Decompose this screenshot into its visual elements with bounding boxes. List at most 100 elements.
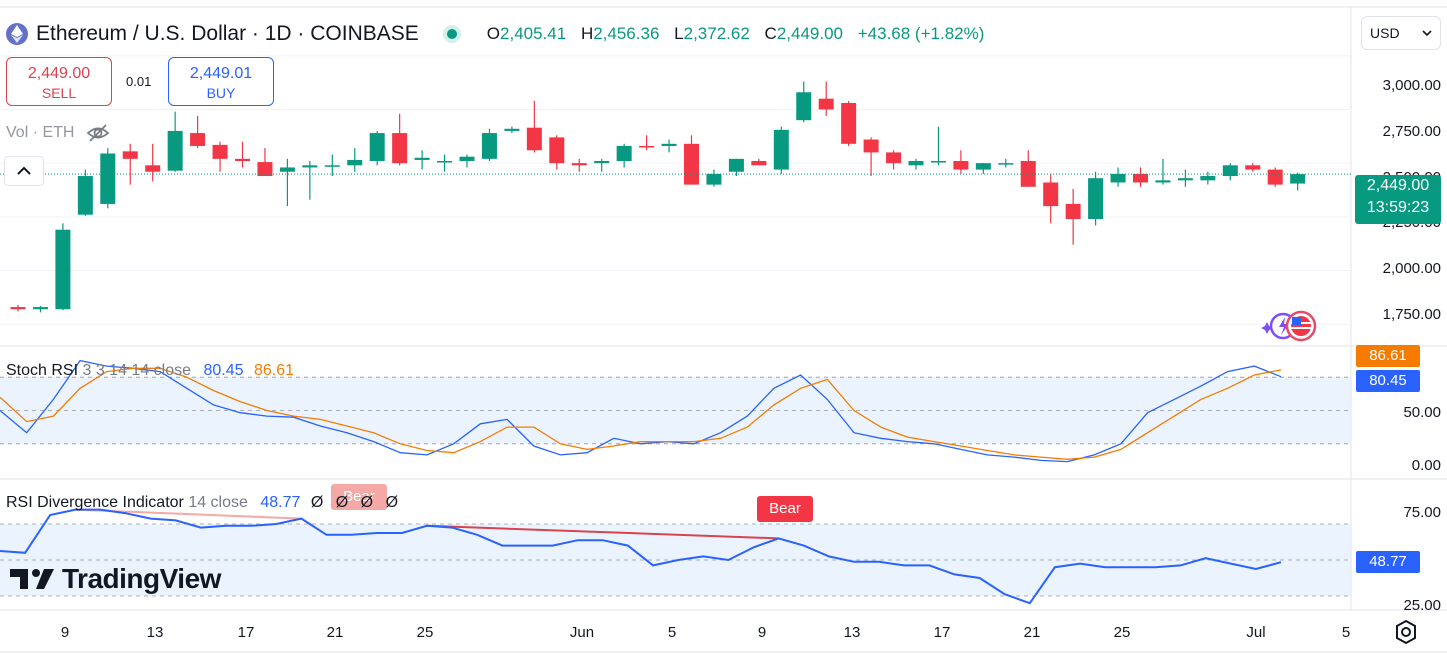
x-tick: 25 <box>416 624 434 641</box>
candle-body <box>392 133 408 164</box>
last-price-value: 2,449.00 <box>1366 177 1430 194</box>
candle-body <box>1065 203 1081 219</box>
candle-body <box>594 161 610 164</box>
collapse-legend-button[interactable] <box>4 156 44 186</box>
candle-body <box>1245 165 1261 170</box>
tradingview-logo-icon <box>10 569 54 589</box>
candle-body <box>459 156 475 161</box>
chevron-down-icon <box>1422 29 1432 36</box>
candle-body <box>661 143 677 146</box>
candle-body <box>1043 182 1059 207</box>
x-tick: Jul <box>1246 624 1266 641</box>
currency-select[interactable]: USD <box>1361 16 1441 50</box>
candlestick-series <box>10 81 1306 313</box>
candle-body <box>930 161 946 163</box>
x-tick: 9 <box>757 624 767 641</box>
change-value: +43.68 (+1.82%) <box>857 24 985 43</box>
spread-value: 0.01 <box>126 74 152 89</box>
x-tick: 17 <box>933 624 951 641</box>
candle-body <box>1020 161 1036 187</box>
candle-body <box>841 103 857 144</box>
x-tick: 13 <box>843 624 861 641</box>
na-value: Ø <box>335 494 349 511</box>
ohlc-readout: O2,405.41 H2,456.36 L2,372.62 C2,449.00 … <box>486 24 985 43</box>
candle-body <box>526 127 542 151</box>
candle-body <box>1177 178 1193 181</box>
candle-body <box>953 161 969 170</box>
buy-button[interactable]: 2,449.01 BUY <box>168 57 274 106</box>
na-value: Ø <box>360 494 374 511</box>
candle-body <box>1222 165 1238 177</box>
candle-body <box>504 128 520 131</box>
candle-body <box>1088 178 1104 219</box>
tradingview-logo[interactable]: TradingView <box>10 563 221 595</box>
close-value: 2,449.00 <box>776 24 843 43</box>
candle-body <box>32 307 48 310</box>
candle-body <box>684 143 699 185</box>
candle-body <box>437 161 453 163</box>
candle-body <box>1290 174 1306 184</box>
stoch-d-line <box>0 367 1282 460</box>
flag-badge-icon <box>1261 310 1317 342</box>
bar-countdown: 13:59:23 <box>1366 199 1430 216</box>
chevron-up-icon <box>17 166 31 175</box>
candle-body <box>728 158 744 172</box>
sell-button[interactable]: 2,449.00 SELL <box>6 57 112 106</box>
x-tick: 5 <box>667 624 677 641</box>
sell-price: 2,449.00 <box>27 65 91 82</box>
candle-body <box>145 165 161 172</box>
stoch-title: Stoch RSI <box>6 362 79 379</box>
candle-body <box>10 307 26 310</box>
candle-body <box>324 165 340 167</box>
stoch-rsi-legend[interactable]: Stoch RSI 3 3 14 14 close 80.45 86.61 <box>6 362 294 380</box>
price-tick: 1,750.00 <box>1382 306 1441 323</box>
price-tick: 2,000.00 <box>1382 260 1441 277</box>
price-tick: 2,750.00 <box>1382 123 1441 140</box>
stoch-k-value: 80.45 <box>203 362 244 379</box>
symbol-title[interactable]: Ethereum / U.S. Dollar · 1D · COINBASE <box>36 22 419 45</box>
x-tick: 5 <box>1341 624 1351 641</box>
buy-label: BUY <box>206 85 236 101</box>
rsi-params: 14 close <box>188 494 248 511</box>
rsi-title: RSI Divergence Indicator <box>6 494 184 511</box>
candle-body <box>1110 173 1126 183</box>
rsi-legend[interactable]: RSI Divergence Indicator 14 close 48.77 … <box>6 494 398 512</box>
candle-body <box>773 129 789 170</box>
candle-body <box>77 176 93 215</box>
candle-body <box>235 158 250 161</box>
candle-body <box>639 145 655 148</box>
price-tick: 3,000.00 <box>1382 77 1441 94</box>
candle-body <box>1267 169 1283 185</box>
candle-body <box>1200 176 1216 181</box>
candle-body <box>190 133 206 146</box>
candle-body <box>616 145 632 161</box>
stoch-k-line <box>0 359 1282 463</box>
ethereum-logo-icon <box>6 23 28 45</box>
eye-hidden-icon[interactable] <box>86 123 110 143</box>
candle-body <box>369 133 385 161</box>
high-value: 2,456.36 <box>593 24 660 43</box>
candle-body <box>1155 180 1171 183</box>
candle-body <box>279 167 295 172</box>
volume-legend[interactable]: Vol · ETH <box>6 123 110 143</box>
x-tick: 25 <box>1113 624 1131 641</box>
gear-icon[interactable] <box>1393 619 1419 645</box>
candle-body <box>414 157 430 160</box>
candle-body <box>998 163 1014 165</box>
rsi-tick: 75.00 <box>1403 504 1441 521</box>
candle-body <box>212 144 228 159</box>
candle-body <box>481 133 497 159</box>
candle-body <box>975 163 991 170</box>
stoch-d-value: 86.61 <box>253 362 295 379</box>
candle-body <box>302 165 318 168</box>
x-tick: Jun <box>569 624 595 641</box>
chart-header: Ethereum / U.S. Dollar · 1D · COINBASE O… <box>6 20 994 48</box>
rsi-pane <box>0 508 1351 605</box>
candle-body <box>818 98 834 110</box>
buy-price: 2,449.01 <box>189 65 253 82</box>
x-tick: 21 <box>1023 624 1041 641</box>
candle-body <box>100 153 116 204</box>
x-tick: 13 <box>146 624 164 641</box>
candle-body <box>706 173 722 185</box>
